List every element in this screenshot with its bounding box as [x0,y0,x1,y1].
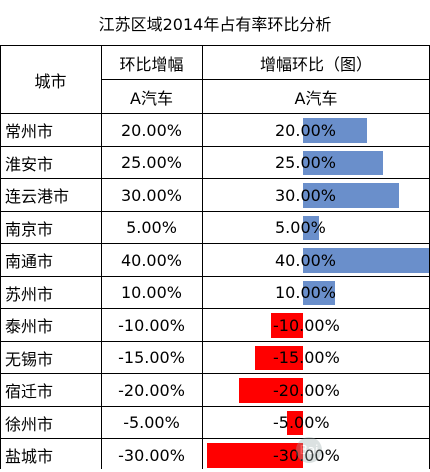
positive-bar [303,248,430,273]
table-row[interactable]: 无锡市 -15.00% -15.00% [0,340,430,375]
city-cell[interactable]: 苏州市 [5,284,54,304]
chart-cell[interactable]: 20.00% [202,114,430,147]
city-cell[interactable]: 泰州市 [5,317,54,337]
grid-line [101,45,102,469]
positive-bar [303,118,367,143]
grid-line [0,308,430,309]
grid-line [0,145,430,147]
chart-cell[interactable]: 30.00% [202,179,430,212]
table-title: 江苏区域2014年占有率环比分析 [98,15,332,34]
baidu-logo-icon: Bai [296,437,322,463]
bar-value-label: 30.00% [275,185,337,205]
negative-bar [287,410,303,435]
chart-cell[interactable]: -10.00% [202,309,430,342]
grid-line [0,438,430,439]
ratio-cell[interactable]: 5.00% [126,218,177,238]
table-row[interactable]: 宿迁市 -20.00% -20.00% [0,373,430,407]
grid-line [0,45,1,469]
ratio-cell[interactable]: 25.00% [120,153,182,173]
ratio-cell[interactable]: 30.00% [120,185,182,205]
grid-line [101,79,430,80]
bar-value-label: 20.00% [275,120,337,140]
negative-bar [239,378,303,403]
ratio-cell[interactable]: 10.00% [120,283,182,303]
table-row[interactable]: 淮安市 25.00% 25.00% [0,145,430,180]
grid-line [202,45,203,469]
table-row[interactable]: 苏州市 10.00% 10.00% [0,275,430,310]
city-cell[interactable]: 连云港市 [5,187,70,207]
ratio-cell[interactable]: 40.00% [120,250,182,270]
header-city[interactable]: 城市 [34,72,67,91]
subheader-ratio[interactable]: A汽车 [130,89,173,108]
ratio-cell[interactable]: -20.00% [118,380,185,400]
table-row[interactable]: 南通市 40.00% 40.00% [0,243,430,277]
table-row[interactable]: 盐城市 -30.00% -30.00% [0,438,430,472]
subheader-chart[interactable]: A汽车 [294,89,338,108]
city-cell[interactable]: 南通市 [5,252,54,272]
chart-cell[interactable]: 25.00% [202,147,430,180]
header-chart[interactable]: 增幅环比（图） [259,55,372,74]
header-ratio[interactable]: 环比增幅 [119,55,184,74]
bar-value-label: 10.00% [275,283,337,303]
positive-bar [303,280,335,305]
grid-line [0,373,430,374]
city-cell[interactable]: 常州市 [5,122,54,142]
table-row[interactable]: 泰州市 -10.00% -10.00% [0,308,430,342]
bar-value-label: 40.00% [275,250,337,270]
city-cell[interactable]: 南京市 [5,219,54,239]
city-cell[interactable]: 徐州市 [5,414,54,434]
grid-line [0,243,430,244]
positive-bar [303,215,319,240]
table-row[interactable]: 南京市 5.00% 5.00% [0,210,430,245]
ratio-cell[interactable]: -15.00% [118,348,185,368]
negative-bar [271,313,303,338]
table-row[interactable]: 常州市 20.00% 20.00% [0,113,430,147]
chart-cell[interactable]: 10.00% [202,277,430,310]
chart-cell[interactable]: -20.00% [202,374,430,407]
negative-bar [255,345,303,370]
bar-value-label: -30.00% [273,439,340,472]
positive-bar [303,183,399,208]
city-cell[interactable]: 盐城市 [5,447,54,467]
grid-line [0,210,430,212]
ratio-cell[interactable]: -30.00% [118,445,185,465]
positive-bar [303,150,383,175]
chart-cell[interactable]: -30.00% [202,439,430,472]
grid-line [0,113,430,114]
ratio-cell[interactable]: 20.00% [120,120,182,140]
ratio-cell[interactable]: -5.00% [123,413,180,433]
bar-value-label: 25.00% [275,153,337,173]
table-row[interactable]: 徐州市 -5.00% -5.00% [0,405,430,440]
grid-line [0,45,430,46]
negative-bar [207,443,303,468]
city-cell[interactable]: 宿迁市 [5,382,54,402]
chart-cell[interactable]: 40.00% [202,244,430,277]
grid-line [0,275,430,277]
grid-line [0,340,430,342]
chart-cell[interactable]: -15.00% [202,342,430,375]
watermark: Bai [296,437,424,463]
bar-value-label: -5.00% [273,413,330,433]
table-row[interactable]: 连云港市 30.00% 30.00% [0,178,430,212]
bar-value-label: -10.00% [273,315,340,335]
grid-line [0,178,430,179]
bar-value-label: 5.00% [275,218,326,238]
city-cell[interactable]: 淮安市 [5,154,54,174]
chart-cell[interactable]: -5.00% [202,407,430,440]
city-cell[interactable]: 无锡市 [5,349,54,369]
chart-cell[interactable]: 5.00% [202,212,430,245]
ratio-cell[interactable]: -10.00% [118,315,185,335]
bar-value-label: -15.00% [273,348,340,368]
bar-value-label: -20.00% [273,380,340,400]
grid-line [0,405,430,407]
